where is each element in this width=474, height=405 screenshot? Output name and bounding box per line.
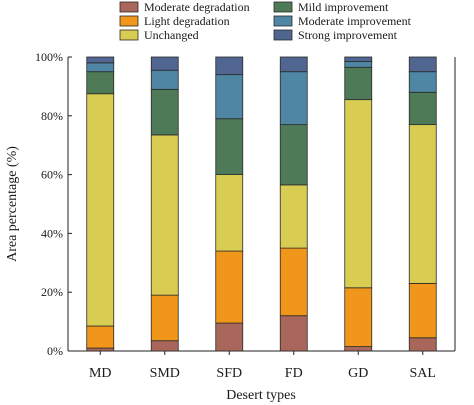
y-tick-label: 100% [35,50,63,64]
bar-segment [279,124,308,186]
bar-segment [86,93,115,327]
y-axis-title: Area percentage (%) [5,146,20,262]
bar-segment [86,62,115,73]
x-axis-labels: MD SMD SFD FD GD SAL [89,351,436,381]
bar-segment [408,71,437,93]
bar-segment [215,250,244,324]
legend-swatch [119,29,139,41]
y-tick-label: 40% [41,226,63,240]
legend-swatch [119,15,139,27]
bar-segment [150,69,179,90]
bar-segment [279,56,308,73]
legend-label: Moderate improvement [298,14,412,28]
plot-area: 0% 20% 40% 60% 80% 100% MD SMD SFD FD GD SAL [35,50,456,381]
bar-segment [344,99,373,289]
bar-segment [150,88,179,136]
bar-segment [86,347,115,352]
bar-segment [215,174,244,252]
bar-segment [150,294,179,342]
x-tick-label: FD [285,366,303,381]
x-axis-title: Desert types [226,388,296,403]
x-tick-label: SAL [410,366,436,381]
y-tick-label: 20% [41,285,63,299]
x-tick-label: GD [348,366,368,381]
bar-segment [215,322,244,352]
legend-swatch [119,1,139,13]
bar-segment [279,184,308,249]
legend-swatch [273,29,293,41]
bar-segment [215,118,244,175]
y-tick-label: 0% [47,344,63,358]
y-tick-label: 60% [41,168,63,182]
legend-swatch [273,1,293,13]
legend-swatch [273,15,293,27]
bar-segment [408,91,437,126]
x-tick-label: SFD [216,366,242,381]
x-tick-label: SMD [150,366,180,381]
bar-segment [150,134,179,296]
bar-segment [408,282,437,339]
bar-segment [344,346,373,352]
bar-segment [215,74,244,120]
bar-segment [279,315,308,352]
legend-label: Moderate degradation [144,0,250,14]
bar-segment [344,56,373,62]
bar-segment [150,56,179,71]
bar-segment [279,247,308,317]
y-axis-ticks: 0% 20% 40% 60% 80% 100% [35,50,72,358]
bar-segment [215,56,244,76]
bar-segment [150,340,179,352]
bar-segment [86,56,115,64]
bar-segment [86,71,115,95]
bar-segment [408,56,437,73]
legend-label: Light degradation [144,14,230,28]
bars [86,56,437,352]
legend-label: Strong improvement [298,28,398,42]
bar-segment [344,61,373,68]
bar-segment [86,325,115,349]
y-tick-label: 80% [41,109,63,123]
bar-segment [408,337,437,352]
bar-segment [344,287,373,347]
bar-segment [408,124,437,284]
legend-label: Mild improvement [298,0,389,14]
x-tick-label: MD [89,366,112,381]
legend-label: Unchanged [144,28,199,42]
bar-segment [279,71,308,126]
bar-segment [344,66,373,101]
